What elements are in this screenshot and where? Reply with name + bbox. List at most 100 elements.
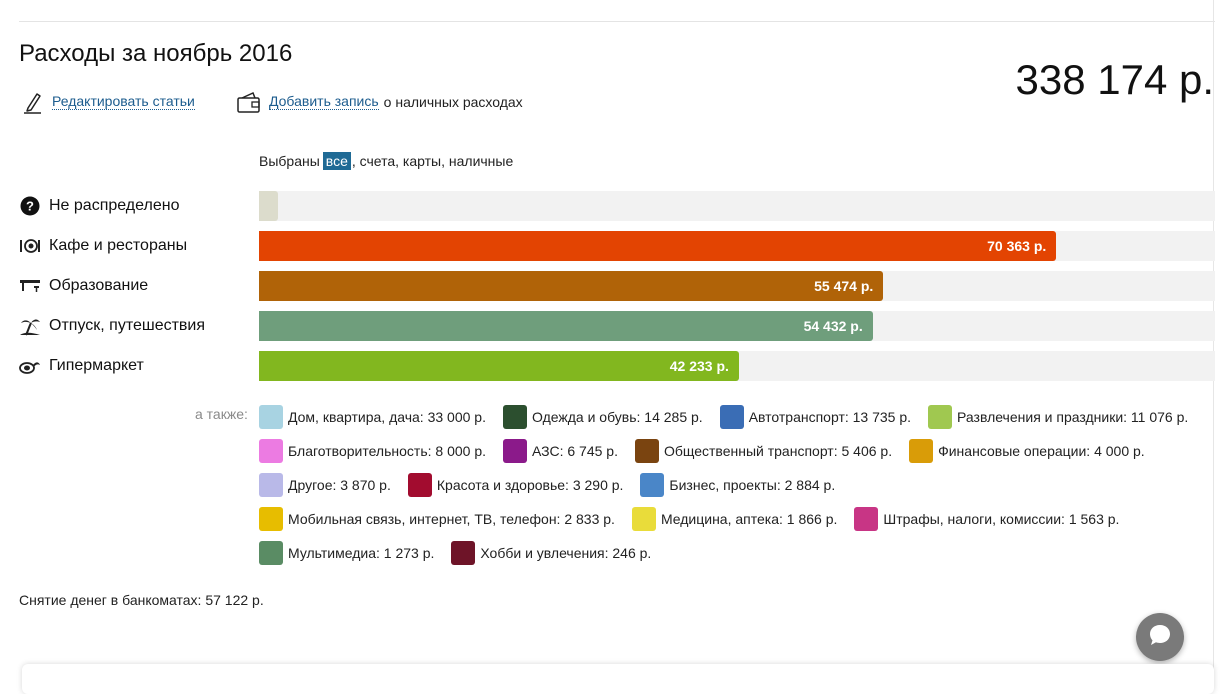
category-bar: 55 474 р. [259,271,884,301]
category-bar-track[interactable]: 42 233 р. [259,351,1215,381]
legend-swatch [854,507,879,531]
legend-swatch [928,405,953,429]
category-row-travel[interactable]: Отпуск, путешествия 54 432 р. [19,311,1215,341]
category-amount: 55 474 р. [814,278,874,294]
legend-swatch [503,439,527,463]
legend-swatch [451,541,476,565]
chat-bubble-icon [1147,622,1173,653]
legend-item[interactable]: Развлечения и праздники: 11 076 р. [928,405,1188,429]
legend-swatch [719,405,744,429]
legend-row: Благотворительность: 8 000 р. АЗС: 6 745 … [259,434,1215,468]
legend-row: Мультимедиа: 1 273 р. Хобби и увлечения: … [259,536,1215,570]
legend-swatch [640,473,665,497]
legend-item[interactable]: Одежда и обувь: 14 285 р. [502,405,703,429]
edit-categories-action[interactable]: Редактировать статьи [19,89,195,115]
add-record-suffix: о наличных расходах [383,94,523,110]
school-desk-icon [19,276,41,296]
edit-categories-link[interactable]: Редактировать статьи [52,93,195,110]
legend-text: Финансовые операции: 4 000 р. [938,443,1145,459]
chat-button[interactable] [1136,613,1184,661]
legend-text: Благотворительность: 8 000 р. [288,443,486,459]
legend-text: Бизнес, проекты: 2 884 р. [669,477,836,493]
legend-item[interactable]: Финансовые операции: 4 000 р. [909,439,1145,463]
add-record-link[interactable]: Добавить запись [269,93,379,110]
category-amount: 70 363 р. [987,238,1047,254]
legend-item[interactable]: Штрафы, налоги, комиссии: 1 563 р. [854,507,1119,531]
category-name: Кафе и рестораны [49,237,188,254]
category-label-education[interactable]: Образование [19,271,148,301]
category-bar-track[interactable]: 70 363 р. [259,231,1215,261]
legend-swatch [407,473,432,497]
legend-swatch [631,507,656,531]
legend-swatch [259,507,283,531]
category-label-cafes[interactable]: Кафе и рестораны [19,231,187,261]
bottom-panel [22,664,1214,694]
filter-all-chip[interactable]: все [322,152,351,170]
legend-text: Дом, квартира, дача: 33 000 р. [288,409,486,425]
page-title: Расходы за ноябрь 2016 [19,40,293,67]
category-label-travel[interactable]: Отпуск, путешествия [19,311,205,341]
atm-withdrawals: Снятие денег в банкоматах: 57 122 р. [19,592,264,608]
legend-swatch [259,439,283,463]
category-bar-track[interactable] [259,191,1215,221]
legend-item[interactable]: Общественный транспорт: 5 406 р. [634,439,893,463]
legend-text: Штрафы, налоги, комиссии: 1 563 р. [883,511,1120,527]
legend-text: Хобби и увлечения: 246 р. [480,545,652,561]
legend-item[interactable]: Автотранспорт: 13 735 р. [719,405,912,429]
legend-item[interactable]: Другое: 3 870 р. [259,473,391,497]
legend-item[interactable]: Хобби и увлечения: 246 р. [451,541,651,565]
category-row-unassigned[interactable]: ? Не распределено [19,191,1215,221]
category-bar-track[interactable]: 54 432 р. [259,311,1215,341]
legend-text: Одежда и обувь: 14 285 р. [531,409,703,425]
legend-text: Красота и здоровье: 3 290 р. [436,477,624,493]
legend-item[interactable]: Бизнес, проекты: 2 884 р. [640,473,835,497]
legend-item[interactable]: Медицина, аптека: 1 866 р. [631,507,838,531]
pencil-icon [19,89,47,115]
category-row-cafes[interactable]: Кафе и рестораны 70 363 р. [19,231,1215,261]
legend-text: Другое: 3 870 р. [288,477,391,493]
legend-item[interactable]: Красота и здоровье: 3 290 р. [407,473,624,497]
category-bar [259,191,279,221]
legend-text: Медицина, аптека: 1 866 р. [660,511,838,527]
legend-text: Общественный транспорт: 5 406 р. [663,443,893,459]
top-divider [19,21,1215,22]
legend-text: Мультимедиа: 1 273 р. [288,545,435,561]
filter-rest: , счета, карты, наличные [351,153,514,169]
category-bar-track[interactable]: 55 474 р. [259,271,1215,301]
category-name: Гипермаркет [49,357,144,374]
legend-row: Мобильная связь, интернет, ТВ, телефон: … [259,502,1215,536]
legend-item[interactable]: Мультимедиа: 1 273 р. [259,541,434,565]
category-row-education[interactable]: Образование 55 474 р. [19,271,1215,301]
category-label-hypermarket[interactable]: Гипермаркет [19,351,144,381]
legend-swatch [259,405,283,429]
minor-categories-legend: Дом, квартира, дача: 33 000 р. Одежда и о… [259,400,1215,570]
legend-swatch [634,439,659,463]
category-bar: 42 233 р. [259,351,739,381]
question-icon: ? [19,196,41,216]
total-amount: 338 174 р. [1015,56,1214,103]
legend-item[interactable]: Дом, квартира, дача: 33 000 р. [259,405,486,429]
legend-row: Дом, квартира, дача: 33 000 р. Одежда и о… [259,400,1215,434]
category-bar: 54 432 р. [259,311,873,341]
legend-text: АЗС: 6 745 р. [532,443,618,459]
category-row-hypermarket[interactable]: Гипермаркет 42 233 р. [19,351,1215,381]
legend-swatch [502,405,527,429]
also-label: а также: [195,406,248,422]
right-edge-divider [1213,0,1214,684]
legend-row: Другое: 3 870 р. Красота и здоровье: 3 29… [259,468,1215,502]
legend-item[interactable]: Мобильная связь, интернет, ТВ, телефон: … [259,507,615,531]
add-record-action[interactable]: Добавить запись о наличных расходах [236,89,523,115]
legend-swatch [259,541,283,565]
category-name: Не распределено [49,197,180,214]
legend-swatch [259,473,283,497]
category-name: Отпуск, путешествия [49,317,206,334]
legend-item[interactable]: АЗС: 6 745 р. [503,439,618,463]
category-bar: 70 363 р. [259,231,1057,261]
legend-text: Автотранспорт: 13 735 р. [748,409,912,425]
category-label-unassigned[interactable]: ? Не распределено [19,191,179,221]
category-name: Образование [49,277,149,294]
palm-tree-icon [19,316,41,336]
legend-text: Мобильная связь, интернет, ТВ, телефон: … [288,511,615,527]
legend-item[interactable]: Благотворительность: 8 000 р. [259,439,486,463]
shopping-bag-icon [19,356,41,376]
